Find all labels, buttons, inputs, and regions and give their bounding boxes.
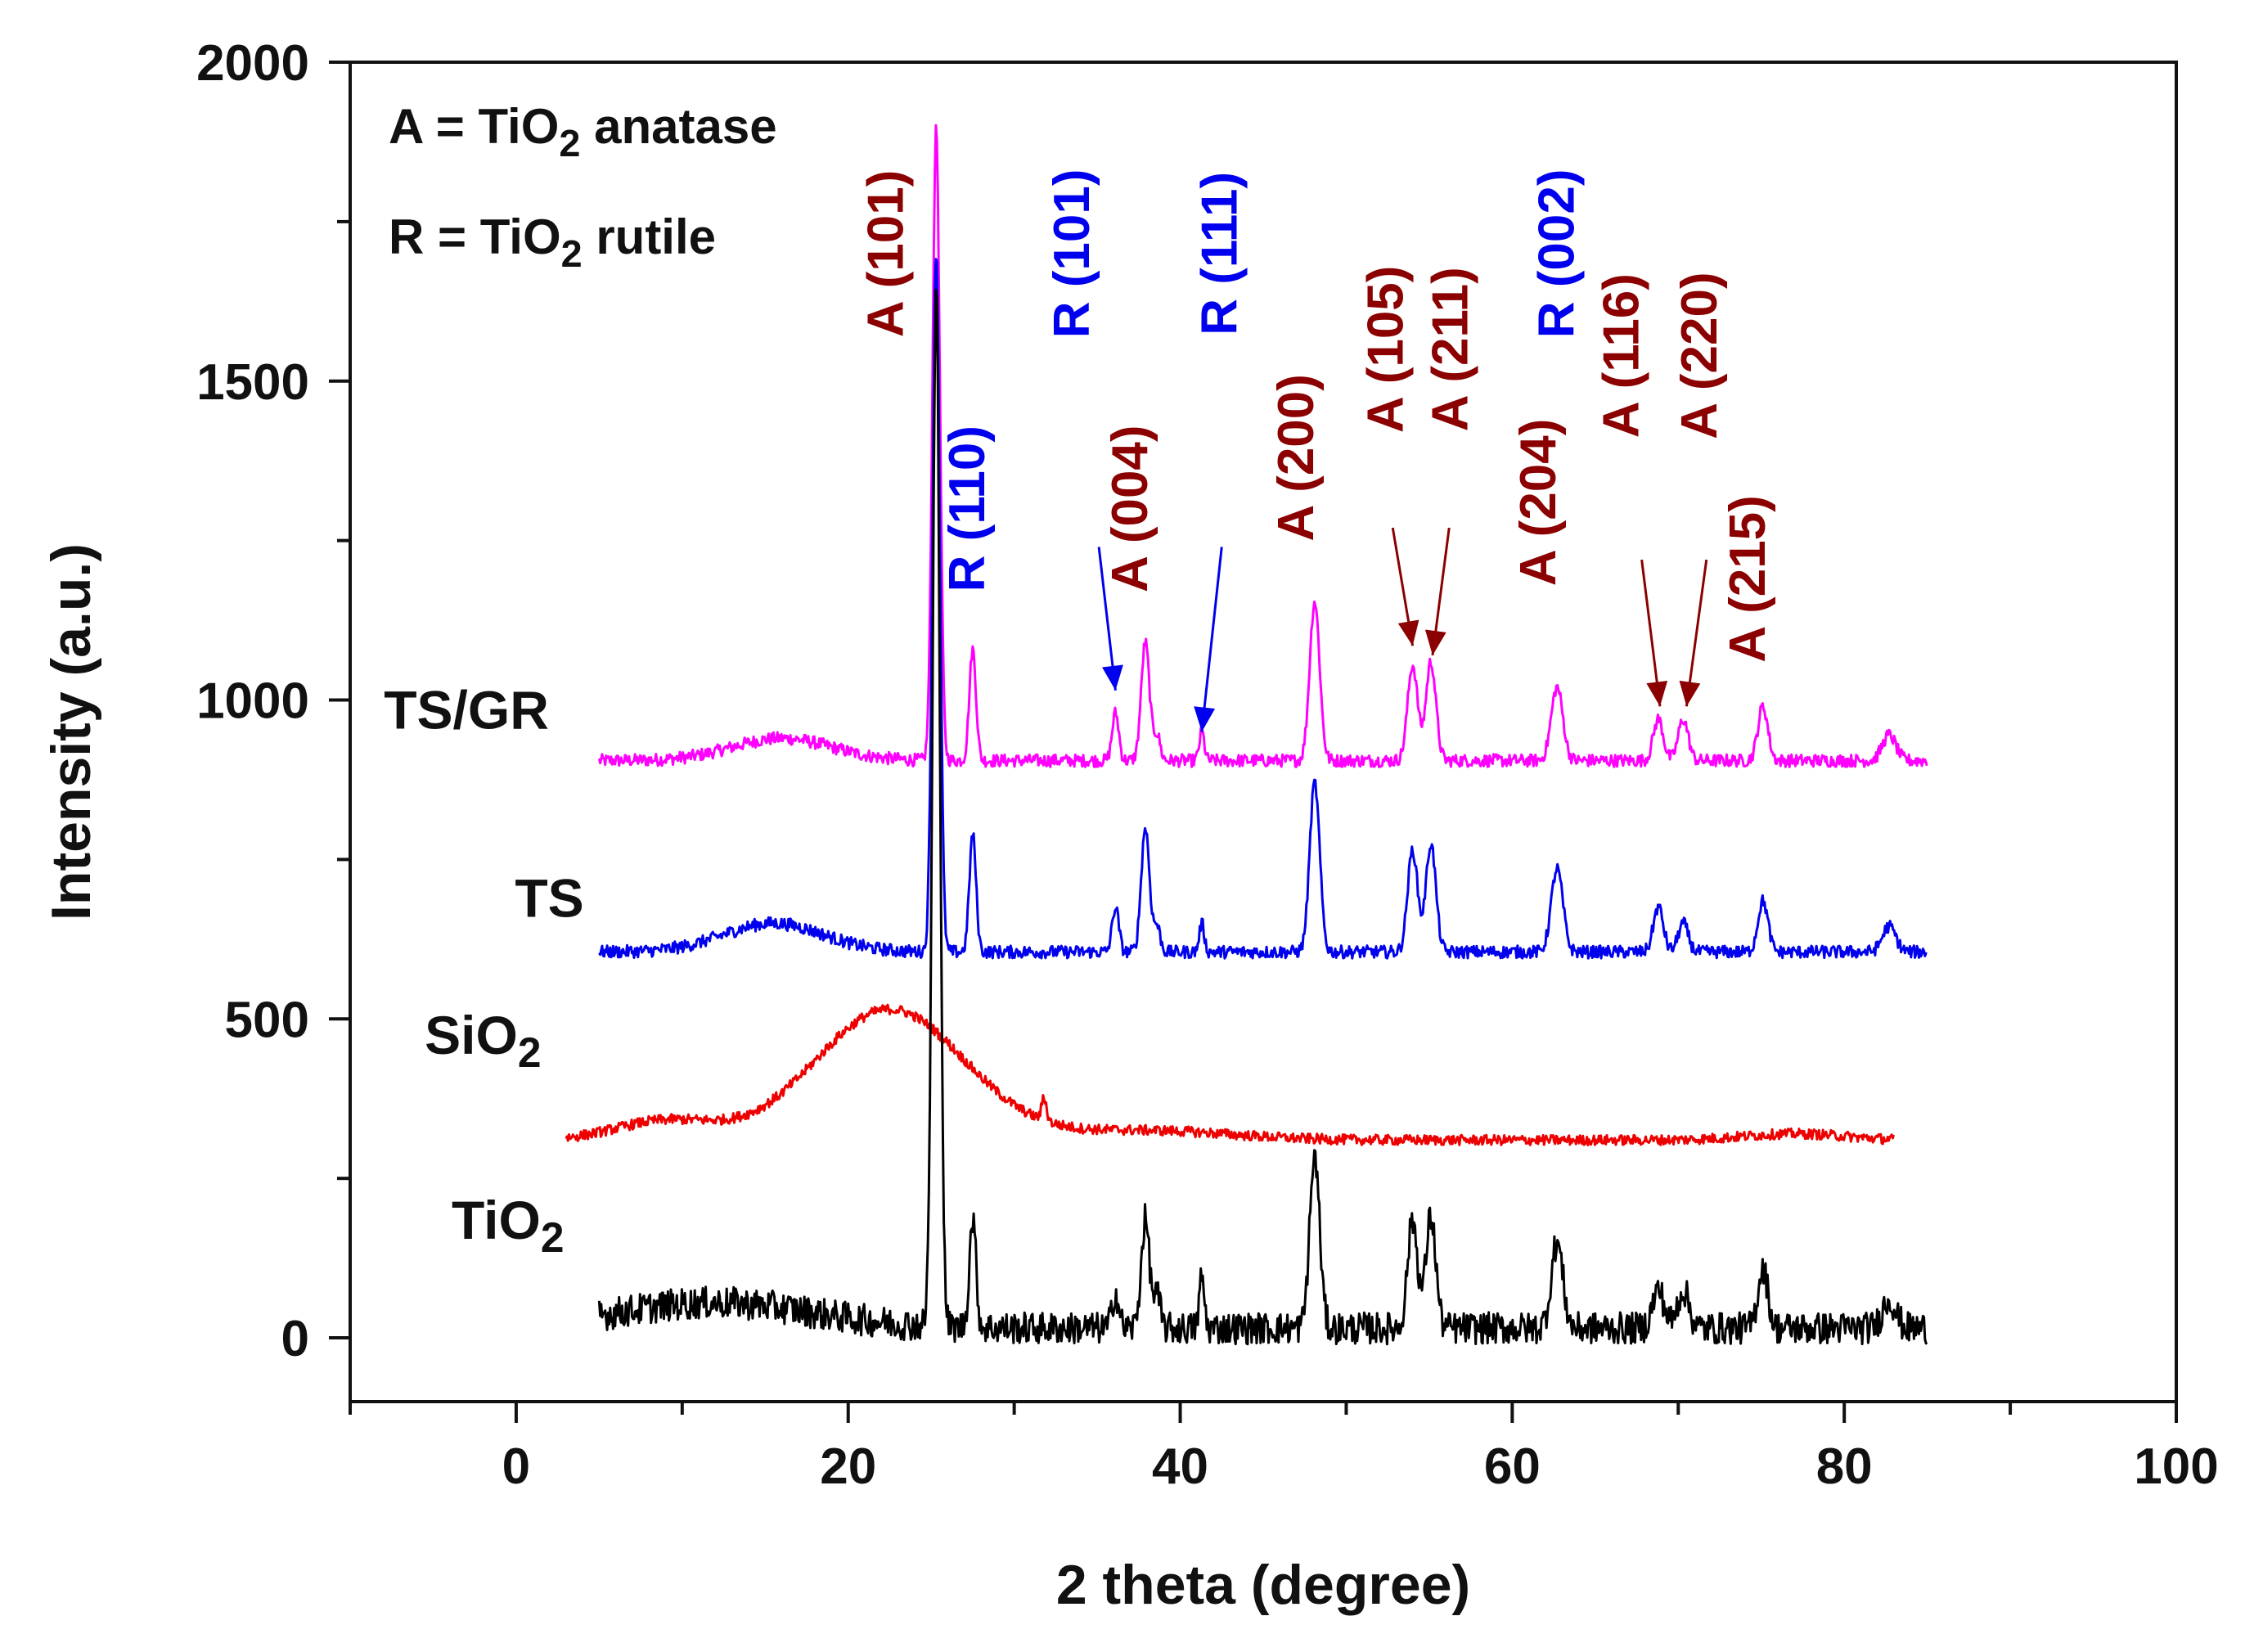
- peak-label: A (215): [1720, 495, 1776, 662]
- peak-arrow-head: [1102, 664, 1123, 691]
- peak-label: A (105): [1357, 266, 1414, 433]
- peak-label: A (211): [1423, 267, 1479, 431]
- peak-label: R (002): [1528, 169, 1585, 338]
- peak-label: A (220): [1671, 272, 1728, 439]
- peak-label: A (204): [1510, 419, 1567, 586]
- phase-legend-note: R = TiO2 rutile: [389, 209, 716, 275]
- peak-label: A (200): [1268, 374, 1325, 541]
- y-axis-title: Intensity (a.u.): [40, 543, 102, 921]
- y-tick-label: 0: [281, 1311, 309, 1367]
- annotation-layer: A = TiO2 anatase R = TiO2 rutile TS/GR TS Si…: [384, 99, 1776, 1261]
- phase-legend-note: A = TiO2 anatase: [389, 99, 777, 164]
- y-tick-label: 1000: [196, 673, 309, 730]
- peak-label: R (111): [1192, 172, 1248, 335]
- x-tick-label: 60: [1484, 1438, 1541, 1495]
- peak-arrow-line: [1685, 559, 1708, 707]
- series-label-ts: TS: [515, 868, 583, 929]
- x-tick-label: 100: [2134, 1438, 2218, 1495]
- peak-arrow-head: [1679, 680, 1701, 707]
- peak-label: R (101): [1044, 169, 1100, 338]
- peak-arrow-head: [1646, 680, 1668, 707]
- series-label-sio2: SiO2: [425, 1005, 541, 1076]
- series-layer: [565, 124, 1928, 1346]
- x-tick-label: 80: [1816, 1438, 1873, 1495]
- plot-frame: [349, 61, 2178, 1403]
- peak-label: A (101): [858, 170, 915, 337]
- x-tick-label: 20: [820, 1438, 876, 1495]
- peak-arrow-line: [1200, 547, 1223, 732]
- peak-label: A (004): [1102, 425, 1158, 592]
- peak-label: R (110): [939, 425, 996, 592]
- peak-arrow-head: [1397, 619, 1419, 646]
- y-tick-label: 500: [225, 992, 309, 1048]
- series-line-sio2: [565, 1003, 1896, 1146]
- series-label-ts-gr: TS/GR: [384, 680, 549, 740]
- y-tick-label: 2000: [196, 35, 309, 92]
- series-label-tio2: TiO2: [452, 1190, 564, 1261]
- x-tick-label: 0: [502, 1438, 530, 1495]
- series-line-tio2: [597, 288, 1928, 1346]
- series-line-ts: [598, 258, 1928, 960]
- x-tick-label: 40: [1152, 1438, 1208, 1495]
- series-line-ts-gr: [597, 124, 1928, 768]
- y-tick-label: 1500: [196, 354, 309, 411]
- peak-label: A (116): [1594, 273, 1650, 438]
- peak-arrow-line: [1640, 559, 1662, 707]
- peak-arrow-head: [1424, 629, 1446, 655]
- x-axis-title: 2 theta (degree): [1056, 1554, 1470, 1616]
- peak-arrow-head: [1194, 706, 1216, 732]
